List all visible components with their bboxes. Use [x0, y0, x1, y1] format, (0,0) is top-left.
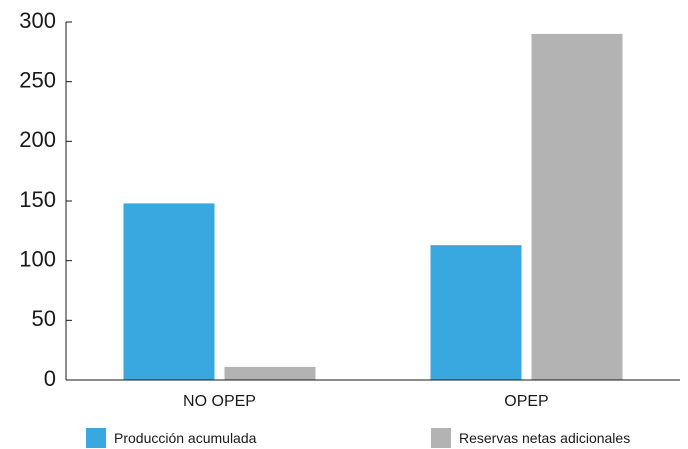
bar-1-2 [430, 245, 522, 380]
bar-2-2 [531, 33, 623, 380]
y-tick-label: 300 [19, 8, 56, 33]
y-tick-label: 250 [19, 67, 56, 92]
bar-2-1 [224, 366, 316, 380]
y-tick-label: 0 [44, 366, 56, 391]
legend-swatch-series-1 [86, 428, 106, 448]
legend-item-series-1: Producción acumulada [86, 427, 256, 449]
bar-1-1 [123, 203, 215, 380]
legend-label-series-2: Reservas netas adicionales [459, 430, 631, 446]
x-axis: NO OPEP OPEP [66, 379, 680, 410]
bars [123, 33, 623, 380]
legend: Producción acumulada Reservas netas adic… [0, 427, 688, 449]
y-axis: 0 50 100 150 200 250 300 [19, 8, 72, 391]
x-tick-label: NO OPEP [183, 393, 256, 410]
legend-swatch-series-2 [431, 428, 451, 448]
legend-item-series-2: Reservas netas adicionales [431, 427, 630, 449]
y-tick-label: 50 [32, 306, 56, 331]
y-tick-label: 100 [19, 246, 56, 271]
y-tick-label: 150 [19, 187, 56, 212]
y-tick-label: 200 [19, 127, 56, 152]
x-tick-label: OPEP [504, 393, 548, 410]
legend-label-series-1: Producción acumulada [114, 430, 257, 446]
